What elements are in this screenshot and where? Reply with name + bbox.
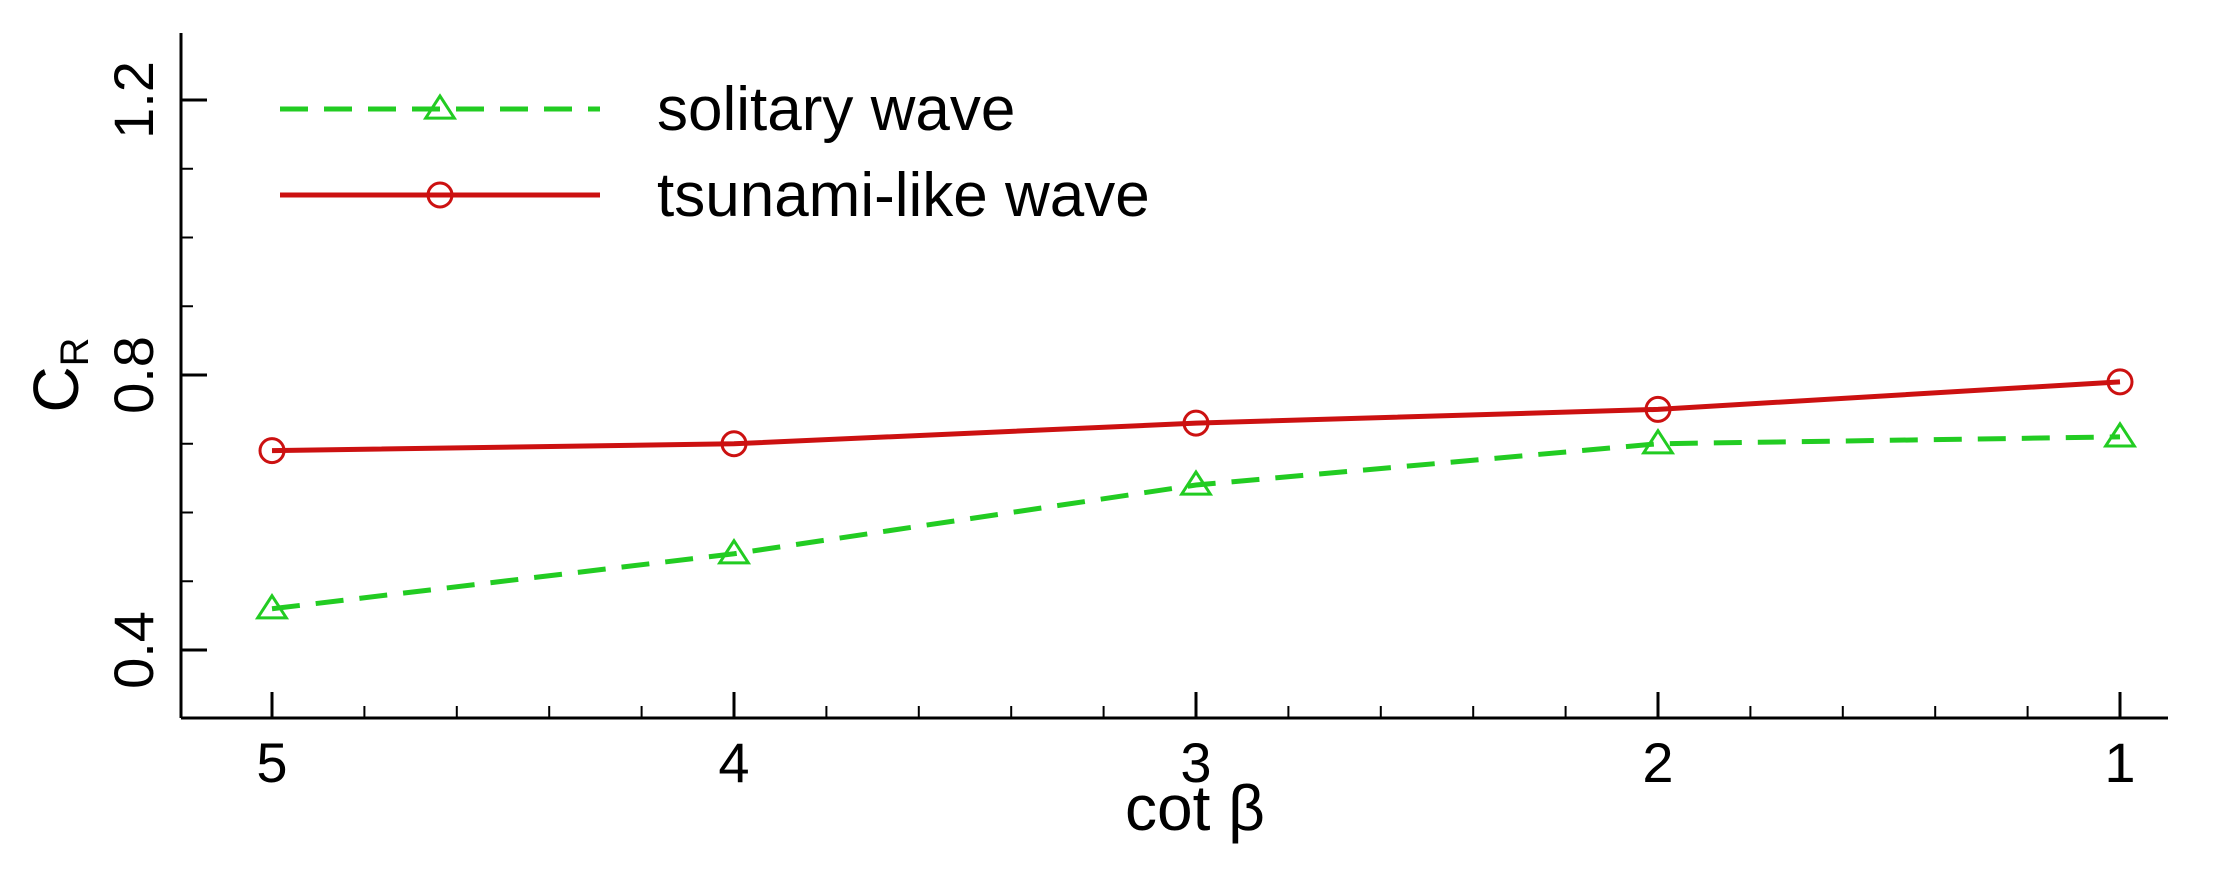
tick-labels: 5 4 3 2 1 0.4 0.8 1.2 bbox=[102, 61, 2136, 794]
series-line bbox=[271, 434, 2121, 612]
series-layer bbox=[254, 368, 2138, 620]
data-point-circle bbox=[258, 437, 286, 465]
data-point-triangle bbox=[2102, 421, 2138, 448]
legend-marker bbox=[422, 93, 458, 120]
data-point-triangle bbox=[1640, 427, 1676, 455]
y-tick-label: 1.2 bbox=[102, 61, 165, 139]
svg-text:CR: CR bbox=[20, 337, 97, 412]
series-solitary-wave bbox=[254, 421, 2138, 620]
y-axis-title: CR bbox=[20, 337, 97, 412]
series-tsunami-like-wave bbox=[258, 368, 2134, 465]
data-point-triangle bbox=[254, 592, 290, 620]
data-point-circle bbox=[1644, 395, 1672, 423]
data-point-triangle bbox=[716, 537, 752, 565]
data-point-circle bbox=[720, 430, 748, 458]
legend-item: tsunami-like wave bbox=[280, 161, 1150, 230]
y-axis-title-main: C bbox=[20, 366, 92, 412]
x-tick-label: 5 bbox=[256, 731, 287, 794]
legend-label: tsunami-like wave bbox=[657, 161, 1150, 230]
series-line bbox=[271, 379, 2121, 454]
legend-marker bbox=[426, 181, 454, 209]
y-tick-label: 0.4 bbox=[102, 611, 165, 689]
legend-label: solitary wave bbox=[657, 75, 1015, 144]
data-point-circle bbox=[2106, 368, 2134, 396]
data-point-circle bbox=[1182, 409, 1210, 437]
data-point-triangle bbox=[1178, 469, 1214, 496]
x-tick-label: 4 bbox=[718, 731, 749, 794]
ticks bbox=[181, 98, 2122, 718]
y-axis-title-sub: R bbox=[53, 337, 97, 366]
x-tick-label: 1 bbox=[2104, 731, 2135, 794]
legend-item: solitary wave bbox=[280, 75, 1015, 144]
axes bbox=[179, 33, 2168, 720]
y-tick-label: 0.8 bbox=[102, 336, 165, 414]
legend: solitary wave tsunami-like wave bbox=[280, 75, 1150, 230]
x-tick-label: 2 bbox=[1642, 731, 1673, 794]
x-axis-title: cot β bbox=[1125, 772, 1265, 844]
x-tick-label: 3 bbox=[1180, 731, 1211, 794]
